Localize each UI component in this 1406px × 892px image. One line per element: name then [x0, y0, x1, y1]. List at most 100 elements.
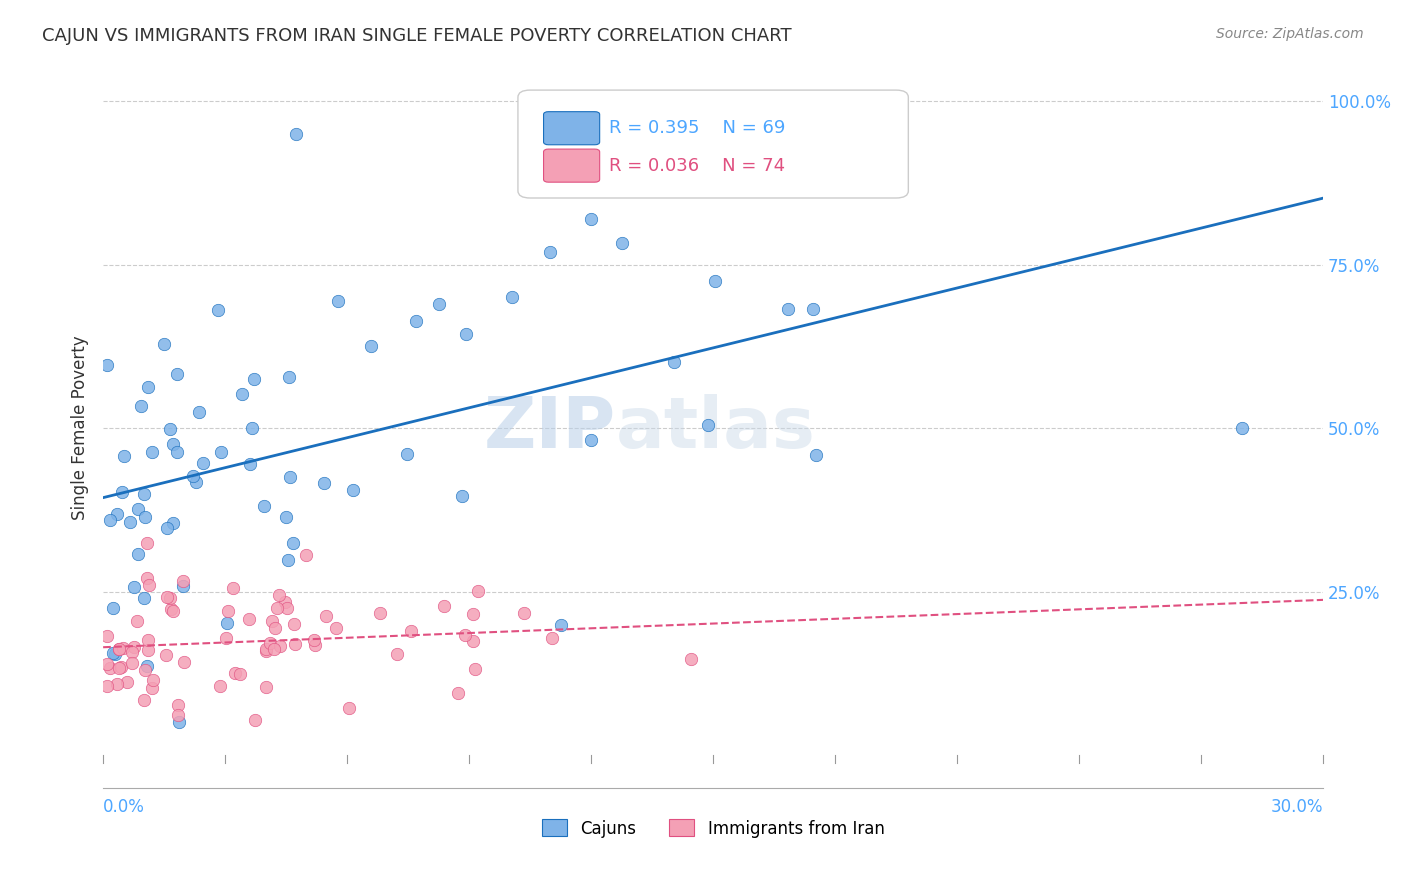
Cajuns — [136, 659, 159, 673]
Cajuns — [579, 211, 602, 226]
Immigrants from Iran — [121, 657, 143, 671]
Immigrants from Iran — [399, 624, 422, 638]
Immigrants from Iran — [454, 628, 477, 642]
Cajuns — [243, 372, 266, 386]
Cajuns — [127, 548, 149, 562]
Immigrants from Iran — [243, 713, 266, 727]
Cajuns — [312, 476, 335, 491]
Immigrants from Iran — [134, 663, 156, 677]
Immigrants from Iran — [337, 700, 360, 714]
Immigrants from Iran — [160, 601, 183, 615]
Cajuns — [127, 502, 149, 516]
Immigrants from Iran — [266, 601, 288, 615]
Cajuns — [153, 337, 176, 351]
Cajuns — [166, 368, 188, 382]
Cajuns — [277, 369, 299, 384]
Immigrants from Iran — [294, 549, 316, 563]
Immigrants from Iran — [325, 621, 347, 635]
Immigrants from Iran — [96, 679, 118, 693]
Immigrants from Iran — [134, 693, 156, 707]
Cajuns — [156, 521, 179, 535]
Text: 0.0%: 0.0% — [103, 797, 145, 815]
Cajuns — [159, 422, 181, 436]
Cajuns — [105, 507, 128, 521]
Cajuns — [167, 715, 190, 730]
Legend: Cajuns, Immigrants from Iran: Cajuns, Immigrants from Iran — [536, 813, 891, 844]
Immigrants from Iran — [467, 584, 489, 599]
Immigrants from Iran — [138, 578, 160, 592]
FancyBboxPatch shape — [544, 112, 600, 145]
Immigrants from Iran — [215, 631, 238, 645]
Cajuns — [1230, 421, 1253, 435]
Text: CAJUN VS IMMIGRANTS FROM IRAN SINGLE FEMALE POVERTY CORRELATION CHART: CAJUN VS IMMIGRANTS FROM IRAN SINGLE FEM… — [42, 27, 792, 45]
Cajuns — [501, 290, 523, 304]
Immigrants from Iran — [136, 536, 159, 550]
Immigrants from Iran — [283, 617, 305, 632]
Cajuns — [181, 469, 204, 483]
Immigrants from Iran — [284, 637, 307, 651]
Text: ZIP: ZIP — [484, 393, 616, 463]
Cajuns — [101, 647, 124, 661]
Immigrants from Iran — [208, 679, 231, 693]
Immigrants from Iran — [267, 588, 290, 602]
Cajuns — [215, 616, 238, 631]
Immigrants from Iran — [269, 639, 291, 653]
Cajuns — [231, 387, 253, 401]
Immigrants from Iran — [259, 636, 281, 650]
Immigrants from Iran — [156, 590, 179, 604]
Cajuns — [277, 553, 299, 567]
Immigrants from Iran — [107, 641, 129, 656]
Immigrants from Iran — [229, 667, 252, 681]
Immigrants from Iran — [254, 642, 277, 657]
Immigrants from Iran — [513, 607, 536, 621]
Cajuns — [696, 417, 718, 432]
Immigrants from Iran — [125, 614, 148, 628]
Cajuns — [184, 475, 207, 490]
Cajuns — [360, 339, 382, 353]
Immigrants from Iran — [166, 698, 188, 712]
Cajuns — [778, 301, 800, 316]
Cajuns — [274, 509, 297, 524]
Y-axis label: Single Female Poverty: Single Female Poverty — [72, 336, 89, 521]
Text: R = 0.036    N = 74: R = 0.036 N = 74 — [609, 157, 786, 175]
Immigrants from Iran — [96, 657, 118, 671]
Cajuns — [162, 516, 184, 531]
Immigrants from Iran — [221, 582, 243, 596]
Cajuns — [278, 470, 301, 484]
Immigrants from Iran — [315, 609, 337, 624]
Cajuns — [405, 314, 427, 328]
Immigrants from Iran — [679, 652, 702, 666]
Cajuns — [207, 302, 229, 317]
Immigrants from Iran — [433, 599, 456, 614]
Immigrants from Iran — [96, 630, 118, 644]
Cajuns — [162, 436, 184, 450]
Cajuns — [804, 448, 827, 462]
Immigrants from Iran — [464, 662, 486, 676]
Cajuns — [166, 444, 188, 458]
Immigrants from Iran — [172, 574, 194, 588]
Cajuns — [172, 579, 194, 593]
Immigrants from Iran — [136, 633, 159, 648]
Cajuns — [111, 485, 134, 500]
Immigrants from Iran — [263, 621, 285, 635]
Cajuns — [540, 244, 562, 259]
Immigrants from Iran — [136, 571, 159, 585]
Immigrants from Iran — [98, 661, 121, 675]
Cajuns — [96, 358, 118, 372]
Immigrants from Iran — [254, 680, 277, 694]
Text: Source: ZipAtlas.com: Source: ZipAtlas.com — [1216, 27, 1364, 41]
Immigrants from Iran — [447, 686, 470, 700]
Immigrants from Iran — [461, 634, 484, 648]
Immigrants from Iran — [107, 677, 129, 691]
Immigrants from Iran — [124, 640, 146, 654]
Immigrants from Iran — [263, 641, 285, 656]
Cajuns — [704, 274, 727, 288]
Cajuns — [187, 405, 209, 419]
Immigrants from Iran — [302, 632, 325, 647]
Immigrants from Iran — [111, 641, 134, 656]
Cajuns — [253, 499, 276, 513]
Cajuns — [342, 483, 364, 498]
Immigrants from Iran — [155, 648, 177, 662]
Cajuns — [284, 127, 307, 141]
Immigrants from Iran — [260, 615, 283, 629]
